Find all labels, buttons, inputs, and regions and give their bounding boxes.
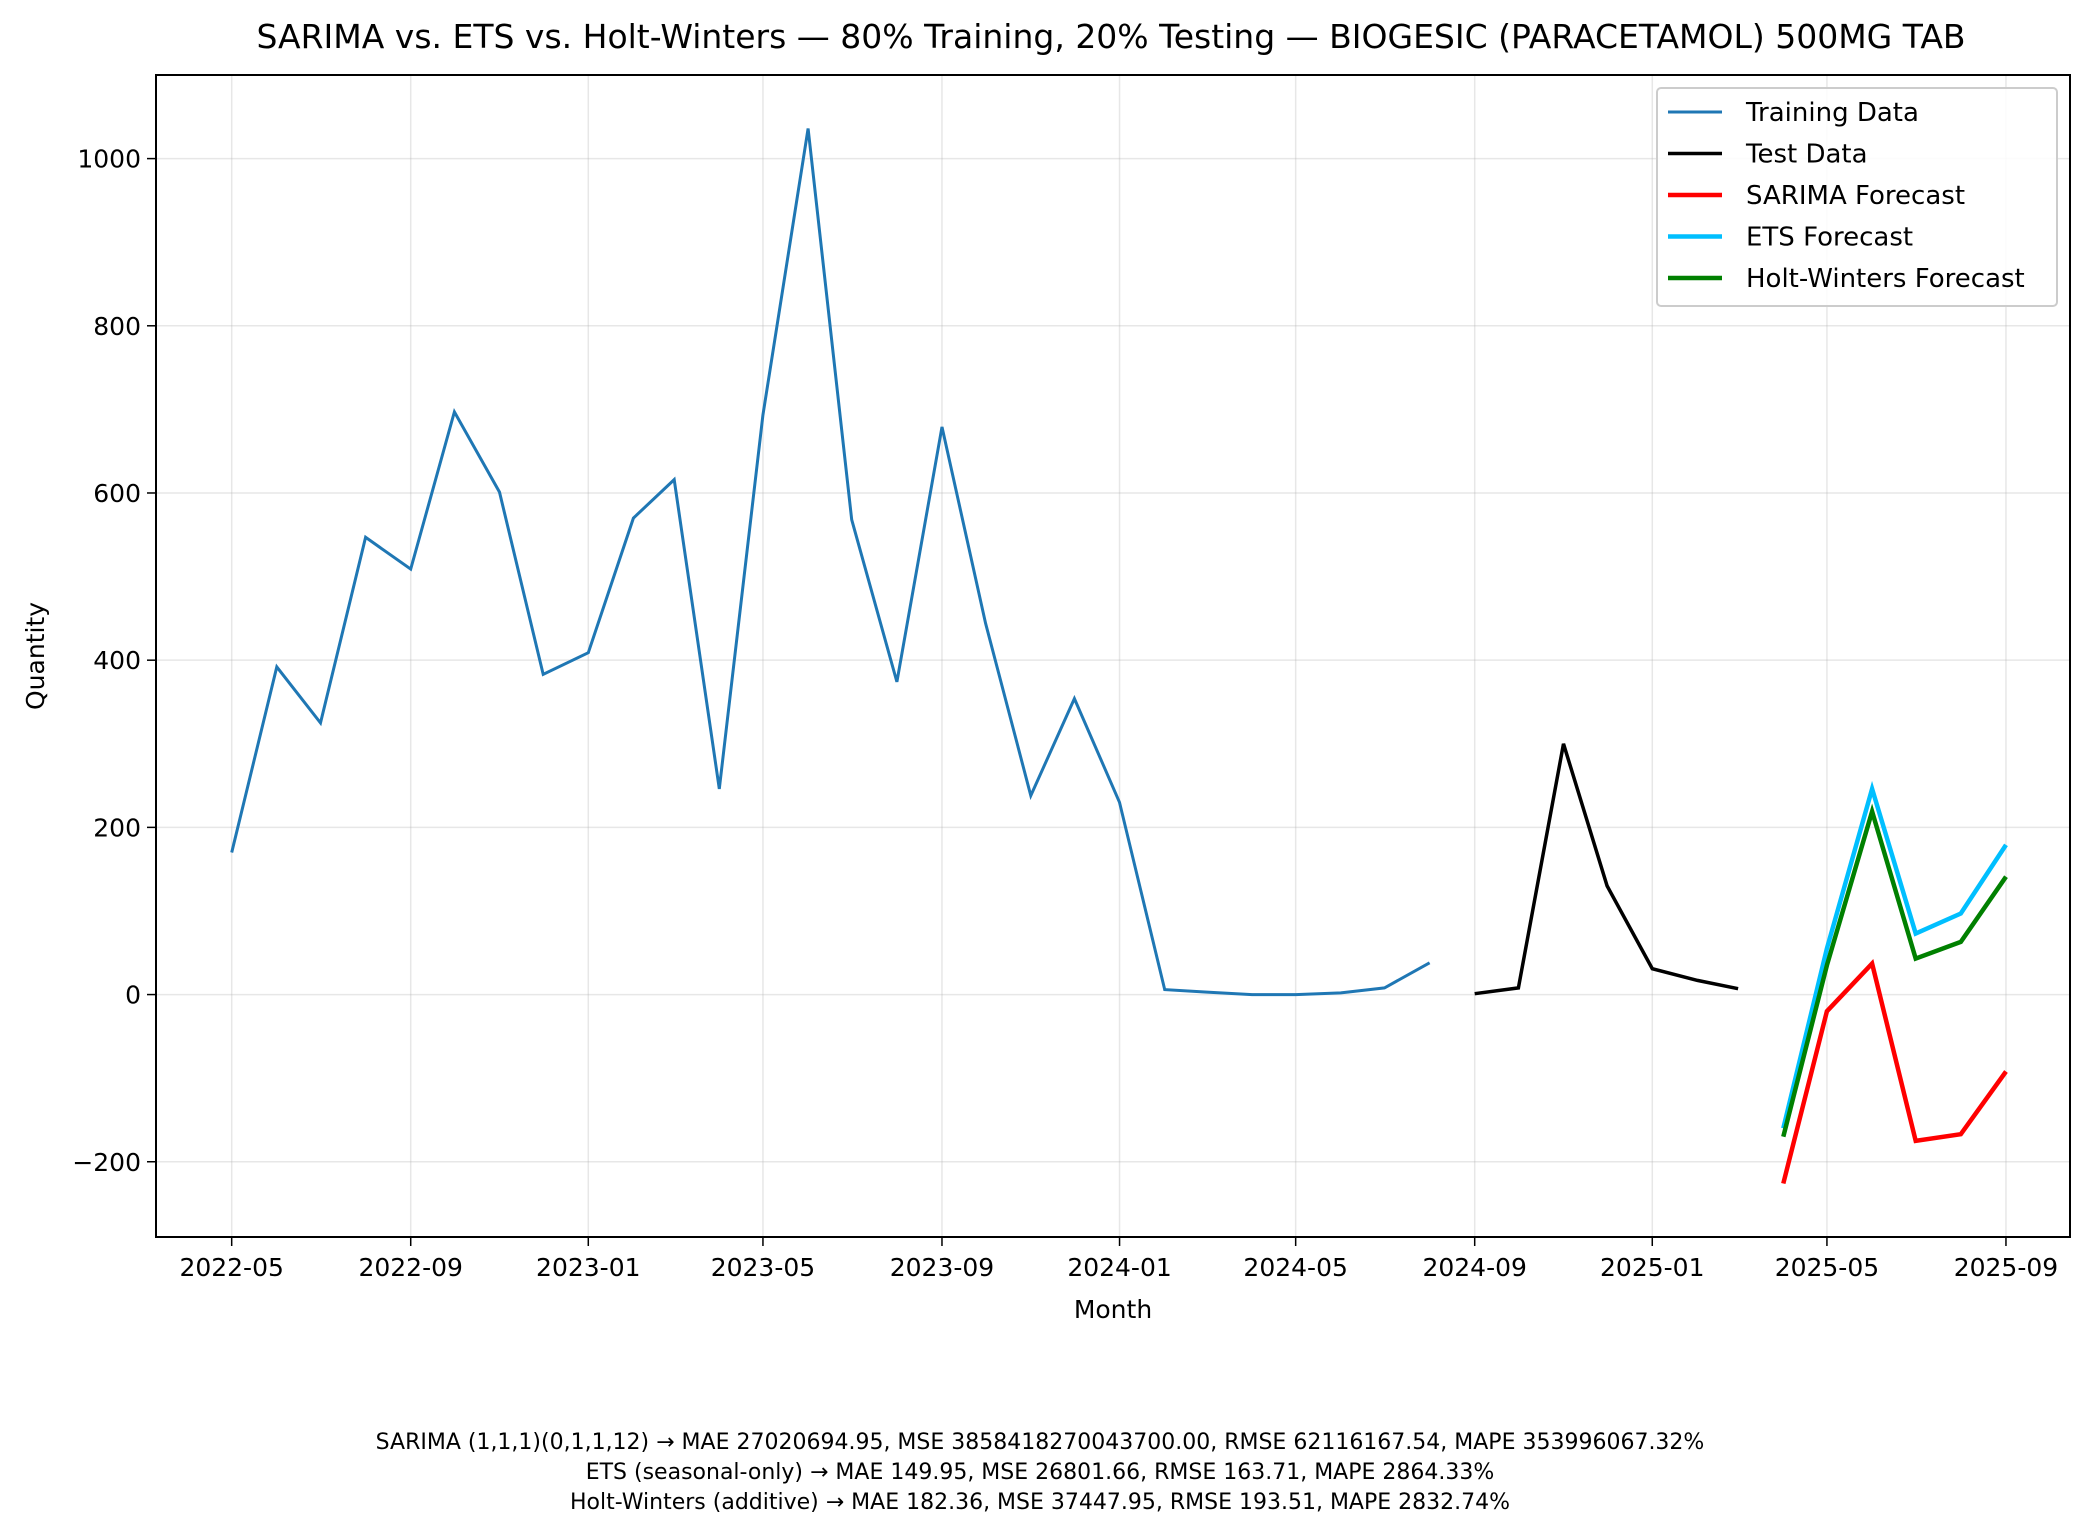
test-data-line <box>1474 743 1739 996</box>
sarima-metrics-line: SARIMA (1,1,1)(0,1,1,12) → MAE 27020694.… <box>375 1430 1705 1455</box>
metrics-summary: SARIMA (1,1,1)(0,1,1,12) → MAE 27020694.… <box>0 1428 2080 1518</box>
x-tick-label: 2022-05 <box>179 1253 283 1282</box>
x-tick-label: 2025-09 <box>1954 1253 2058 1282</box>
x-tick-label: 2023-01 <box>536 1253 640 1282</box>
legend-box <box>1656 87 2058 307</box>
chart-title: SARIMA vs. ETS vs. Holt-Winters — 80% Tr… <box>256 17 1965 56</box>
y-tick-label: 1000 <box>77 145 141 174</box>
legend-label-holt-winters-forecast: Holt-Winters Forecast <box>1746 264 2025 294</box>
y-axis: −200 0 200 400 600 800 1000 <box>72 145 156 1177</box>
y-tick-label: 600 <box>93 479 141 508</box>
y-tick-label: 0 <box>125 981 141 1010</box>
legend-items: Training Data Test Data SARIMA Forecast ETS… <box>1668 98 2025 294</box>
plot-frame <box>155 74 2071 1238</box>
y-tick-label: 800 <box>93 312 141 341</box>
ets-metrics-line: ETS (seasonal-only) → MAE 149.95, MSE 26… <box>585 1460 1495 1485</box>
training-data-line <box>230 128 1431 997</box>
x-tick-label: 2024-05 <box>1243 1253 1347 1282</box>
x-axis: 2022-05 2022-09 2023-01 2023-05 2023-09 2024-… <box>179 1237 2058 1282</box>
y-tick-label: −200 <box>72 1148 141 1177</box>
x-tick-label: 2022-09 <box>358 1253 462 1282</box>
legend: Training Data Test Data SARIMA Forecast ETS… <box>1656 87 2058 307</box>
legend-label-training-data: Training Data <box>1745 98 1919 128</box>
x-tick-label: 2024-09 <box>1422 1253 1526 1282</box>
legend-label-test-data: Test Data <box>1745 140 1868 170</box>
y-axis-title: Quantity <box>21 602 50 710</box>
y-tick-label: 400 <box>93 646 141 675</box>
ets-forecast-line <box>1781 780 2008 1129</box>
legend-label-sarima-forecast: SARIMA Forecast <box>1746 181 1965 211</box>
legend-label-ets-forecast: ETS Forecast <box>1746 223 1913 253</box>
x-tick-label: 2024-01 <box>1067 1253 1171 1282</box>
x-tick-label: 2023-05 <box>711 1253 815 1282</box>
x-tick-label: 2023-09 <box>890 1253 994 1282</box>
x-tick-label: 2025-01 <box>1600 1253 1704 1282</box>
x-tick-label: 2025-05 <box>1775 1253 1879 1282</box>
y-tick-label: 200 <box>93 813 141 842</box>
holt-winters-metrics-line: Holt-Winters (additive) → MAE 182.36, MS… <box>569 1490 1511 1515</box>
series-lines <box>230 128 2008 1185</box>
sarima-forecast-line <box>1781 959 2008 1185</box>
x-axis-title: Month <box>1074 1295 1152 1324</box>
holt-winters-forecast-line <box>1781 803 2008 1138</box>
